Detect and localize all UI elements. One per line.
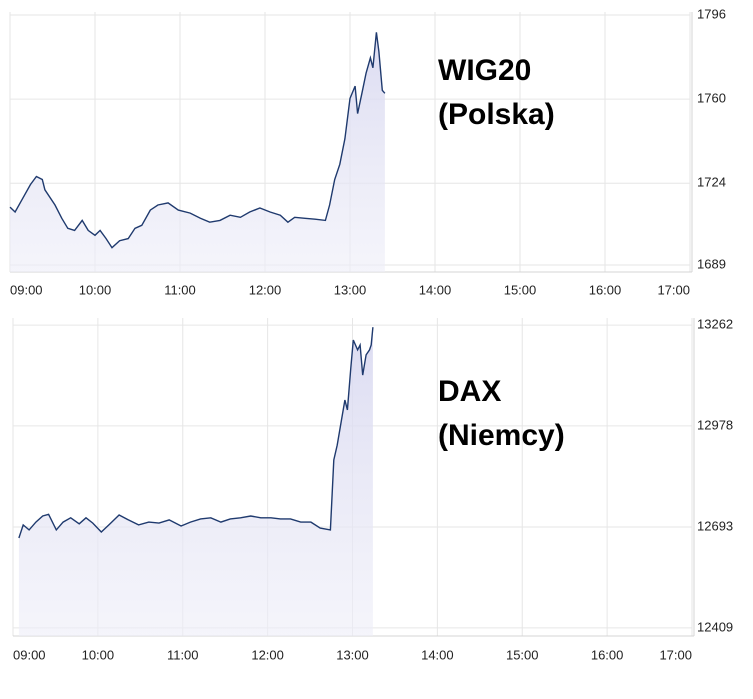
- y-tick-label: 1724: [697, 175, 726, 190]
- x-tick-label: 13:00: [336, 647, 369, 662]
- y-tick-label: 12409: [697, 619, 733, 634]
- y-tick-label: 12693: [697, 518, 733, 533]
- line: [9, 32, 386, 249]
- x-tick-label: 17:00: [657, 282, 690, 297]
- x-tick-label: 14:00: [421, 647, 454, 662]
- x-tick-label: 09:00: [10, 282, 43, 297]
- x-tick-label: 14:00: [419, 282, 452, 297]
- x-tick-label: 10:00: [82, 647, 115, 662]
- x-tick-label: 12:00: [249, 282, 282, 297]
- x-tick-label: 10:00: [79, 282, 112, 297]
- x-tick-label: 15:00: [506, 647, 539, 662]
- annotation: DAX: [438, 375, 501, 408]
- x-tick-label: 13:00: [334, 282, 367, 297]
- x-tick-label: 17:00: [659, 647, 692, 662]
- line: [18, 327, 374, 539]
- x-tick-label: 11:00: [167, 647, 199, 662]
- annotation: (Polska): [438, 98, 555, 131]
- annotation: (Niemcy): [438, 419, 565, 452]
- y-tick-label: 12978: [697, 417, 733, 432]
- y-tick-label: 1760: [697, 91, 726, 106]
- x-tick-label: 09:00: [13, 647, 46, 662]
- x-tick-label: 12:00: [251, 647, 284, 662]
- x-tick-label: 15:00: [504, 282, 537, 297]
- area: [10, 32, 385, 272]
- x-tick-label: 11:00: [164, 282, 196, 297]
- y-tick-label: 1796: [697, 6, 726, 21]
- y-tick-label: 13262: [697, 317, 733, 332]
- x-tick-label: 16:00: [591, 647, 624, 662]
- y-tick-label: 1689: [697, 256, 726, 271]
- x-tick-label: 16:00: [589, 282, 622, 297]
- area: [18, 327, 373, 636]
- annotation: WIG20: [438, 54, 531, 87]
